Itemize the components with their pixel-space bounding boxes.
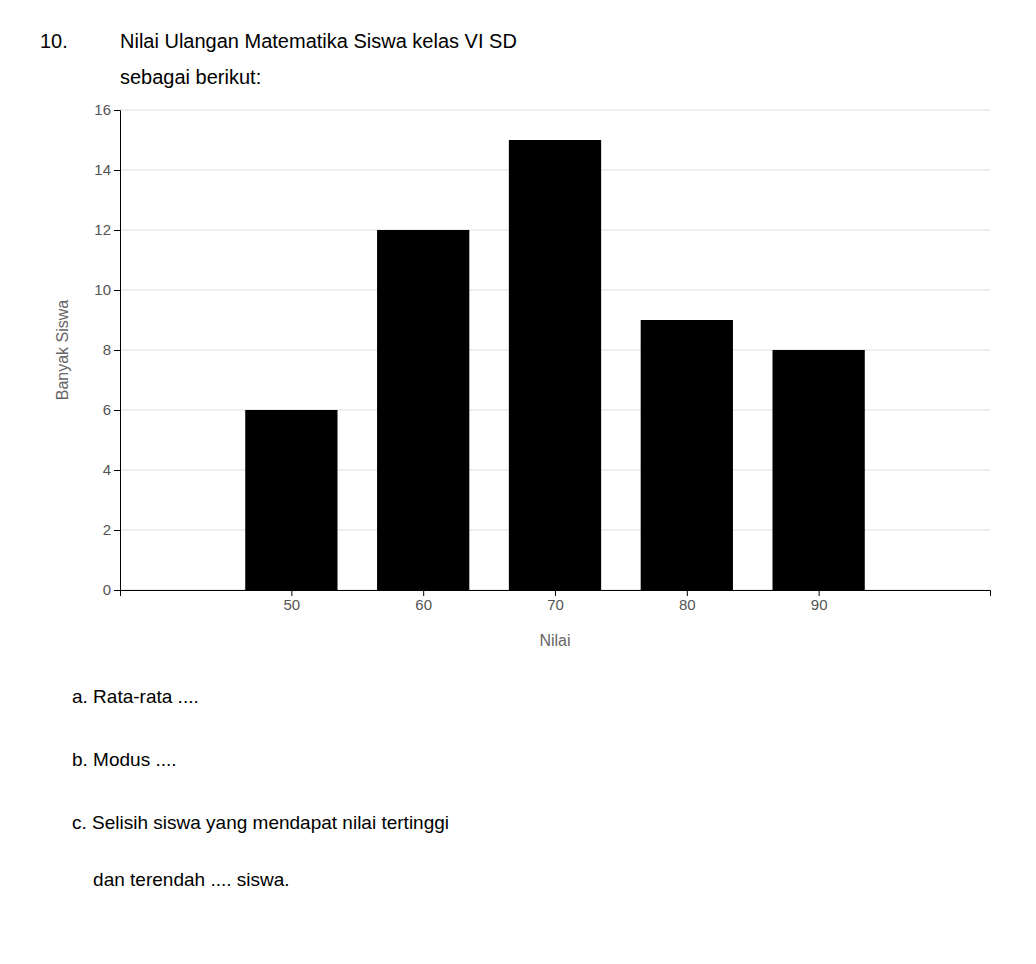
tick: 6 [103,401,120,418]
subtitle: sebagai berikut: [120,66,261,88]
tick: 50 [284,590,301,613]
tick: 10 [94,281,120,298]
tick-label: 50 [284,596,301,613]
tick: 0 [103,581,120,598]
tick-label: 6 [103,401,111,418]
tick: 16 [94,101,120,118]
question: dan terendah .... siswa. [72,869,290,890]
title-number: 10. [40,30,68,52]
y-axis-title: Banyak Siswa [54,300,71,401]
tick-mark [114,410,120,411]
chart-svg: 10. Nilai Ulangan Matematika Siswa kelas … [0,0,1036,964]
question: c. Selisih siswa yang mendapat nilai ter… [72,812,449,833]
tick-label: 14 [94,161,111,178]
tick-label: 80 [679,596,696,613]
tick-mark [114,110,120,111]
tick: 90 [811,590,828,613]
tick: 4 [103,461,120,478]
question: a. Rata-rata .... [72,686,199,707]
tick: 70 [547,590,564,613]
grid-line [120,110,990,111]
bar [773,350,865,590]
question: b. Modus .... [72,749,177,770]
tick-mark [114,350,120,351]
tick-label: 16 [94,101,111,118]
tick: 14 [94,161,120,178]
tick-label: 60 [415,596,432,613]
grid [120,110,990,590]
tick-mark [114,530,120,531]
bars [245,140,865,590]
tick-mark [114,470,120,471]
tick: 12 [94,221,120,238]
tick-mark [114,170,120,171]
tick-label: 90 [811,596,828,613]
tick-label: 0 [103,581,111,598]
axis-line [114,111,121,591]
x-axis: 50 60 70 80 90 [121,590,991,613]
tick: 8 [103,341,120,358]
bar [377,230,469,590]
chart-container: 10. Nilai Ulangan Matematika Siswa kelas … [0,0,1036,964]
tick: 60 [415,590,432,613]
tick-mark [114,230,120,231]
tick-mark [114,590,120,591]
y-axis: 0 2 4 6 8 10 12 14 16 [94,101,120,598]
bar [245,410,337,590]
tick-label: 10 [94,281,111,298]
tick-mark [114,290,120,291]
x-axis-title: Nilai [539,632,570,649]
tick: 80 [679,590,696,613]
tick-label: 2 [103,521,111,538]
title: Nilai Ulangan Matematika Siswa kelas VI … [120,30,517,52]
tick-label: 8 [103,341,111,358]
bar [641,320,733,590]
tick-label: 70 [547,596,564,613]
tick-label: 4 [103,461,111,478]
bar [509,140,601,590]
tick: 2 [103,521,120,538]
tick-label: 12 [94,221,111,238]
